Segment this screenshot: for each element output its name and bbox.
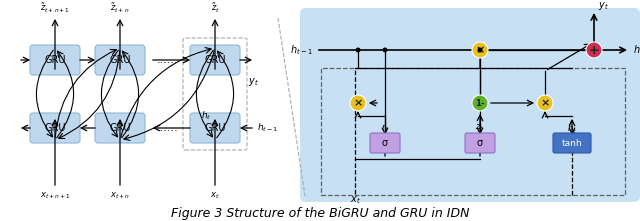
- Text: ......: ......: [157, 123, 179, 133]
- Text: tanh: tanh: [562, 139, 582, 147]
- Circle shape: [383, 48, 387, 53]
- FancyBboxPatch shape: [95, 113, 145, 143]
- Circle shape: [537, 95, 553, 111]
- Text: $\tilde{z}_{t}$: $\tilde{z}_{t}$: [211, 1, 220, 15]
- Text: GRU: GRU: [204, 55, 226, 65]
- Text: GRU: GRU: [204, 123, 226, 133]
- Text: GRU: GRU: [109, 55, 131, 65]
- Circle shape: [350, 95, 366, 111]
- Text: $\tilde{z}_{t+n+1}$: $\tilde{z}_{t+n+1}$: [40, 1, 70, 15]
- Text: $\tilde{z}_{t+n}$: $\tilde{z}_{t+n}$: [110, 1, 130, 15]
- FancyBboxPatch shape: [190, 45, 240, 75]
- FancyBboxPatch shape: [190, 113, 240, 143]
- Text: $h_{t-1}$: $h_{t-1}$: [290, 43, 313, 57]
- Text: 1-: 1-: [476, 99, 484, 107]
- Text: $r_t$: $r_t$: [381, 122, 389, 134]
- Circle shape: [472, 95, 488, 111]
- FancyBboxPatch shape: [465, 133, 495, 153]
- Text: $h_t$: $h_t$: [200, 109, 211, 122]
- Text: ×: ×: [476, 45, 484, 55]
- Text: $y_t$: $y_t$: [598, 0, 609, 12]
- Text: GRU: GRU: [44, 55, 66, 65]
- Text: σ: σ: [382, 138, 388, 148]
- Circle shape: [472, 42, 488, 58]
- FancyBboxPatch shape: [553, 133, 591, 153]
- Text: $y_t$: $y_t$: [248, 76, 259, 88]
- Text: $x_t$: $x_t$: [210, 191, 220, 201]
- Text: GRU: GRU: [109, 123, 131, 133]
- Bar: [321, 68, 625, 195]
- Text: ×: ×: [540, 98, 550, 108]
- Text: Figure 3 Structure of the BiGRU and GRU in IDN: Figure 3 Structure of the BiGRU and GRU …: [171, 208, 469, 221]
- Text: $z_t$: $z_t$: [476, 123, 484, 133]
- FancyBboxPatch shape: [370, 133, 400, 153]
- Circle shape: [586, 42, 602, 58]
- Circle shape: [477, 48, 483, 53]
- Text: $h_t$: $h_t$: [633, 43, 640, 57]
- FancyBboxPatch shape: [30, 45, 80, 75]
- Text: $\tilde{h}_t$: $\tilde{h}_t$: [567, 120, 577, 136]
- Circle shape: [355, 48, 360, 53]
- FancyBboxPatch shape: [300, 8, 640, 202]
- Text: ×: ×: [353, 98, 363, 108]
- Text: $h_{t-1}$: $h_{t-1}$: [257, 122, 278, 134]
- Text: $x_{t+n}$: $x_{t+n}$: [110, 191, 130, 201]
- Text: GRU: GRU: [44, 123, 66, 133]
- Text: $x_t$: $x_t$: [349, 194, 360, 206]
- Text: +: +: [589, 44, 599, 57]
- FancyBboxPatch shape: [30, 113, 80, 143]
- Text: σ: σ: [477, 138, 483, 148]
- Text: ......: ......: [157, 55, 179, 65]
- FancyBboxPatch shape: [95, 45, 145, 75]
- Text: $x_{t+n+1}$: $x_{t+n+1}$: [40, 191, 70, 201]
